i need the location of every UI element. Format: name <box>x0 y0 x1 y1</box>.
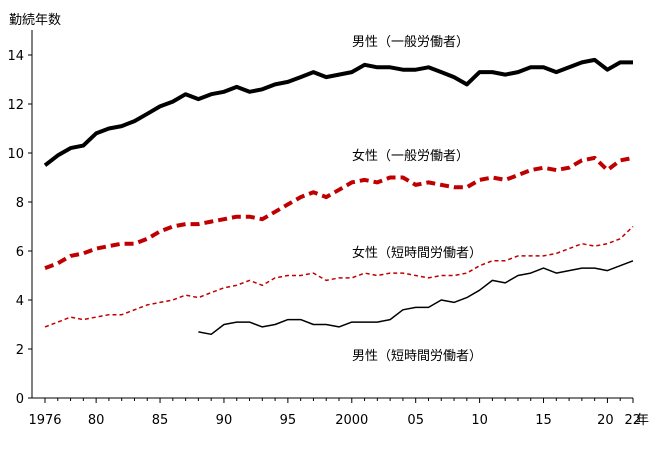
y-tick-label: 14 <box>7 49 24 64</box>
series-line-female-general <box>44 155 634 270</box>
y-axis-label: 勤続年数 <box>9 13 61 28</box>
y-tick-label: 12 <box>7 98 24 113</box>
x-tick-label: 15 <box>535 413 552 428</box>
series-line-male-general <box>43 57 633 167</box>
y-tick-label: 6 <box>16 245 24 260</box>
y-tick-label: 10 <box>7 147 24 162</box>
x-axis-unit: 年 <box>636 413 649 428</box>
y-tick-label: 8 <box>16 196 24 211</box>
x-tick-label: 80 <box>88 413 105 428</box>
series-line-male-parttime <box>198 260 634 336</box>
series-label-male-general: 男性（一般労働者） <box>352 34 469 50</box>
x-tick-label: 1976 <box>28 413 61 428</box>
y-tick-label: 4 <box>16 294 24 309</box>
series-label-female-general: 女性（一般労働者） <box>352 148 469 164</box>
x-tick-label: 85 <box>152 413 169 428</box>
series-labels: 男性（一般労働者） 女性（一般労働者） 女性（短時間労働者） 男性（短時間労働者… <box>352 34 482 364</box>
series-label-male-parttime: 男性（短時間労働者） <box>352 349 482 364</box>
y-tick-label: 2 <box>16 343 24 358</box>
series-line-female-parttime <box>44 225 634 328</box>
series-layer <box>43 57 634 336</box>
x-tick-label: 05 <box>407 413 424 428</box>
x-tick-label: 90 <box>216 413 233 428</box>
x-tick-label: 10 <box>471 413 488 428</box>
axes: 0 2 4 6 8 10 12 14 1976 80 85 90 95 2000 05 10 15 20 22年 <box>7 30 649 428</box>
series-label-female-parttime: 女性（短時間労働者） <box>352 245 482 261</box>
x-tick-label: 22 <box>624 413 641 428</box>
x-tick-label: 20 <box>597 413 614 428</box>
x-tick-label: 95 <box>280 413 297 428</box>
x-tick-label: 2000 <box>335 413 368 428</box>
y-tick-label: 0 <box>16 392 24 407</box>
